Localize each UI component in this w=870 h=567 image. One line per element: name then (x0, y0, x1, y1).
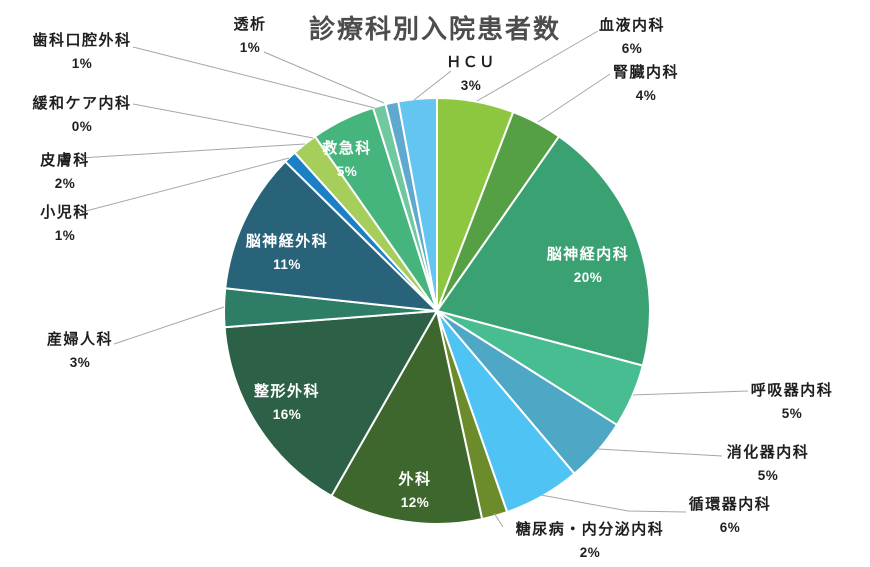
slice-label-pct-hematology: 6% (621, 41, 643, 56)
slice-label-name-dermatology: 皮膚科 (40, 152, 90, 169)
pie-slice-orthopedics (223, 310, 438, 497)
slice-label-name-pediatrics: 小児科 (40, 204, 90, 221)
slice-label-pct-emergency: 5% (336, 164, 358, 179)
slice-label-emergency: 救急科 5% (322, 137, 372, 183)
leader-line-gastroenterology (597, 448, 723, 457)
slice-label-pediatrics: 小児科 1% (40, 201, 90, 247)
leader-line-respiratory-medicine (632, 390, 749, 396)
leader-line-cardiology (540, 494, 687, 513)
leader-line-obstetrics-gynecology (113, 306, 225, 345)
slice-label-pct-dental-oral-surgery: 1% (71, 56, 93, 71)
slice-label-pct-gastroenterology: 5% (757, 468, 779, 483)
slice-label-neurosurgery: 脳神経外科 11% (246, 230, 329, 276)
slice-label-name-dialysis: 透析 (233, 16, 267, 33)
leader-line-nephrology (537, 73, 611, 123)
leader-line-dermatology (79, 143, 306, 159)
slice-label-neurology: 脳神経内科 20% (547, 243, 630, 289)
slice-label-name-palliative-care: 緩和ケア内科 (32, 95, 132, 112)
leader-line-palliative-care (132, 103, 314, 139)
slice-label-name-diabetes-endocrinology: 糖尿病・内分泌内科 (515, 521, 665, 538)
leader-line-hcu (413, 70, 452, 101)
slice-label-surgery: 外科 12% (398, 468, 431, 514)
slice-label-hcu: ＨＣＵ 3% (446, 51, 496, 97)
slice-label-orthopedics: 整形外科 16% (254, 380, 320, 426)
slice-label-name-respiratory-medicine: 呼吸器内科 (750, 382, 834, 399)
slice-label-cardiology: 循環器内科 6% (689, 493, 772, 539)
slice-label-name-hcu: ＨＣＵ (446, 54, 496, 71)
slice-label-pct-hcu: 3% (460, 78, 482, 93)
slice-label-pct-dialysis: 1% (239, 40, 261, 55)
slice-label-name-orthopedics: 整形外科 (253, 383, 321, 400)
pie-slice-neurosurgery (224, 160, 438, 312)
slice-label-name-neurosurgery: 脳神経外科 (245, 233, 329, 250)
slice-label-pct-pediatrics: 1% (54, 228, 76, 243)
slice-label-dialysis: 透析 1% (233, 13, 266, 59)
slice-label-hematology: 血液内科 6% (599, 14, 665, 60)
slice-label-pct-respiratory-medicine: 5% (781, 406, 803, 421)
pie-slice-surgery (330, 310, 484, 525)
slice-label-diabetes-endocrinology: 糖尿病・内分泌内科 2% (516, 518, 665, 564)
slice-label-pct-surgery: 12% (400, 495, 430, 510)
slice-label-name-cardiology: 循環器内科 (688, 496, 772, 513)
slice-label-pct-palliative-care: 0% (71, 119, 93, 134)
slice-label-pct-orthopedics: 16% (272, 407, 302, 422)
pie-slice-neurology (436, 135, 651, 367)
slice-label-name-dental-oral-surgery: 歯科口腔外科 (32, 32, 132, 49)
slice-label-pct-diabetes-endocrinology: 2% (579, 545, 601, 560)
leader-line-diabetes-endocrinology (493, 512, 504, 528)
slice-label-respiratory-medicine: 呼吸器内科 5% (751, 379, 834, 425)
slice-label-name-surgery: 外科 (398, 471, 432, 488)
slice-label-obstetrics-gynecology: 産婦人科 3% (47, 328, 113, 374)
leader-line-hematology (476, 30, 599, 102)
slice-label-name-hematology: 血液内科 (598, 17, 666, 34)
slice-label-dermatology: 皮膚科 2% (40, 149, 90, 195)
slice-label-name-gastroenterology: 消化器内科 (726, 444, 810, 461)
slice-label-name-nephrology: 腎臓内科 (612, 64, 680, 81)
slice-label-pct-cardiology: 6% (719, 520, 741, 535)
slice-label-name-emergency: 救急科 (322, 140, 372, 157)
slice-label-nephrology: 腎臓内科 4% (613, 61, 679, 107)
pie-slice-hcu (397, 97, 438, 312)
slice-label-pct-obstetrics-gynecology: 3% (69, 355, 91, 370)
leader-line-pediatrics (81, 157, 290, 213)
slice-label-name-neurology: 脳神経内科 (546, 246, 630, 263)
slice-label-palliative-care: 緩和ケア内科 0% (32, 92, 131, 138)
slice-label-name-obstetrics-gynecology: 産婦人科 (46, 331, 114, 348)
leader-line-dental-oral-surgery (132, 46, 376, 109)
slice-label-pct-nephrology: 4% (635, 88, 657, 103)
slice-label-gastroenterology: 消化器内科 5% (727, 441, 810, 487)
chart-title: 診療科別入院患者数 (308, 14, 561, 44)
slice-label-pct-neurology: 20% (573, 270, 603, 285)
slice-label-dental-oral-surgery: 歯科口腔外科 1% (32, 29, 131, 75)
slice-label-pct-dermatology: 2% (54, 176, 76, 191)
slice-label-pct-neurosurgery: 11% (273, 257, 301, 272)
leader-line-dialysis (263, 51, 385, 104)
